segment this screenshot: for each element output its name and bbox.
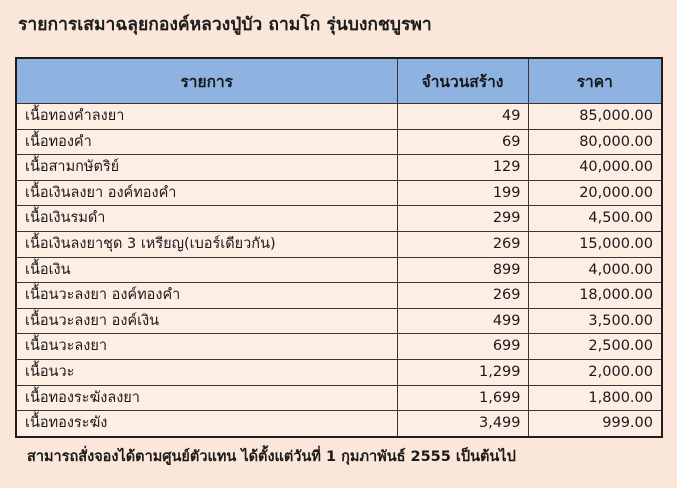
table-row: เนื้อเงินลงยา องค์ทองคำ 199 20,000.00 xyxy=(15,179,663,207)
table-row: เนื้อเงิน 899 4,000.00 xyxy=(15,256,663,284)
cell-quantity: 269 xyxy=(396,282,529,309)
table-row: เนื้อทองระฆัง 3,499 999.00 xyxy=(15,410,663,438)
page-title: รายการเสมาฉลุยกองค์หลวงปู่บัว ถามโก รุ่น… xyxy=(18,15,432,35)
cell-item: เนื้อสามกษัตริย์ xyxy=(15,154,398,181)
table-row: เนื้อนวะ 1,299 2,000.00 xyxy=(15,358,663,386)
cell-price: 18,000.00 xyxy=(527,282,663,309)
footer-note: สามารถสั่งจองได้ตามศูนย์ตัวแทน ได้ตั้งแต… xyxy=(27,449,516,465)
cell-price: 999.00 xyxy=(527,410,663,438)
cell-price: 20,000.00 xyxy=(527,179,663,207)
cell-item: เนื้อเงินลงยา องค์ทองคำ xyxy=(15,179,398,207)
table-body: เนื้อทองคำลงยา 49 85,000.00 เนื้อทองคำ 69 80,… xyxy=(15,103,663,438)
table-row: เนื้อนวะลงยา 699 2,500.00 xyxy=(15,333,663,360)
cell-quantity: 199 xyxy=(396,179,529,207)
cell-quantity: 269 xyxy=(396,230,529,258)
table-header-row: รายการ จำนวนสร้าง ราคา xyxy=(15,57,663,104)
table-row: เนื้อนวะลงยา องค์ทองคำ 269 18,000.00 xyxy=(15,282,663,309)
cell-item: เนื้อทองระฆัง xyxy=(15,410,398,438)
table-row: เนื้อเงินรมดำ 299 4,500.00 xyxy=(15,205,663,232)
table-row: เนื้อทองคำลงยา 49 85,000.00 xyxy=(15,103,663,130)
column-header-item: รายการ xyxy=(15,57,398,104)
cell-item: เนื้อนวะลงยา xyxy=(15,333,398,360)
cell-price: 15,000.00 xyxy=(527,230,663,258)
cell-price: 1,800.00 xyxy=(527,384,663,412)
column-header-price: ราคา xyxy=(527,57,663,104)
cell-price: 80,000.00 xyxy=(527,128,663,156)
table-row: เนื้อทองคำ 69 80,000.00 xyxy=(15,128,663,156)
cell-quantity: 129 xyxy=(396,154,529,181)
cell-quantity: 899 xyxy=(396,256,529,284)
cell-price: 40,000.00 xyxy=(527,154,663,181)
cell-quantity: 499 xyxy=(396,307,529,335)
table-row: เนื้อทองระฆังลงยา 1,699 1,800.00 xyxy=(15,384,663,412)
price-table-container: รายการ จำนวนสร้าง ราคา เนื้อทองคำลงยา 49 8… xyxy=(15,57,663,438)
cell-quantity: 1,299 xyxy=(396,358,529,386)
cell-price: 2,500.00 xyxy=(527,333,663,360)
cell-item: เนื้อเงินลงยาชุด 3 เหรียญ(เบอร์เดียวกัน) xyxy=(15,230,398,258)
cell-price: 3,500.00 xyxy=(527,307,663,335)
cell-item: เนื้อเงิน xyxy=(15,256,398,284)
cell-item: เนื้อทองระฆังลงยา xyxy=(15,384,398,412)
cell-quantity: 69 xyxy=(396,128,529,156)
cell-quantity: 3,499 xyxy=(396,410,529,438)
cell-price: 4,000.00 xyxy=(527,256,663,284)
table-row: เนื้อสามกษัตริย์ 129 40,000.00 xyxy=(15,154,663,181)
price-table: รายการ จำนวนสร้าง ราคา เนื้อทองคำลงยา 49 8… xyxy=(15,57,663,438)
cell-item: เนื้อนวะลงยา องค์ทองคำ xyxy=(15,282,398,309)
cell-price: 85,000.00 xyxy=(527,103,663,130)
cell-item: เนื้อนวะ xyxy=(15,358,398,386)
column-header-quantity: จำนวนสร้าง xyxy=(396,57,529,104)
cell-price: 4,500.00 xyxy=(527,205,663,232)
cell-item: เนื้อเงินรมดำ xyxy=(15,205,398,232)
cell-quantity: 49 xyxy=(396,103,529,130)
cell-quantity: 299 xyxy=(396,205,529,232)
cell-price: 2,000.00 xyxy=(527,358,663,386)
cell-item: เนื้อทองคำ xyxy=(15,128,398,156)
table-row: เนื้อนวะลงยา องค์เงิน 499 3,500.00 xyxy=(15,307,663,335)
table-header: รายการ จำนวนสร้าง ราคา xyxy=(15,57,663,104)
cell-item: เนื้อทองคำลงยา xyxy=(15,103,398,130)
table-row: เนื้อเงินลงยาชุด 3 เหรียญ(เบอร์เดียวกัน)… xyxy=(15,230,663,258)
cell-item: เนื้อนวะลงยา องค์เงิน xyxy=(15,307,398,335)
cell-quantity: 1,699 xyxy=(396,384,529,412)
cell-quantity: 699 xyxy=(396,333,529,360)
